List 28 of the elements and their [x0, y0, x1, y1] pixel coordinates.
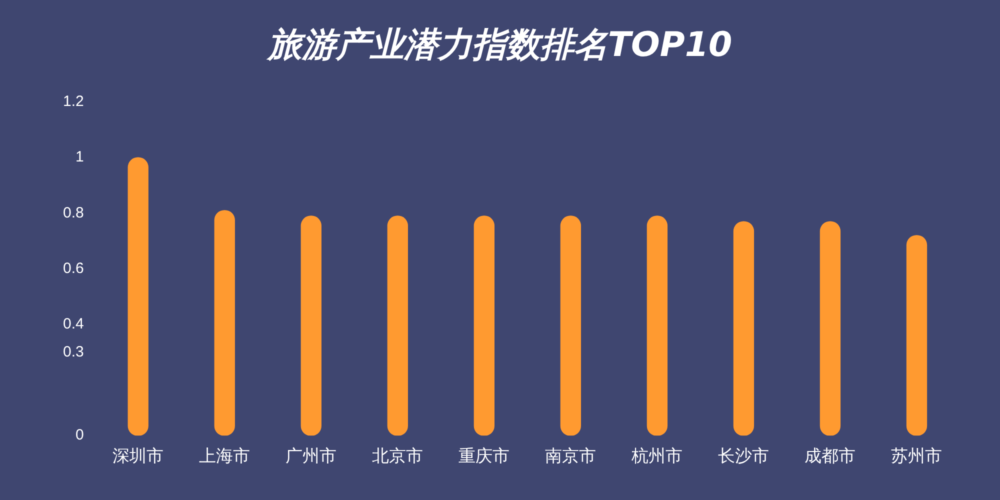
y-tick-label: 0.3	[62, 343, 84, 360]
x-tick-label: 广州市	[286, 446, 337, 466]
y-tick-label: 1.2	[62, 93, 84, 110]
chart-title: 旅游产业潜力指数排名TOP10	[266, 24, 734, 67]
bar	[820, 221, 841, 436]
bar	[300, 216, 322, 436]
bar	[214, 210, 235, 436]
x-tick-label: 上海市	[199, 446, 250, 466]
bar	[474, 216, 494, 436]
bar	[733, 221, 754, 436]
x-tick-label: 南京市	[545, 446, 596, 466]
x-tick-label: 杭州市	[630, 446, 683, 466]
bar	[128, 157, 148, 436]
y-tick-label: 0	[76, 426, 84, 444]
x-tick-label: 北京市	[372, 446, 424, 466]
bar	[560, 216, 582, 436]
y-tick-label: 0.4	[62, 316, 84, 333]
x-tick-label: 成都市	[804, 446, 856, 466]
y-tick-label: 1	[76, 148, 84, 166]
y-tick-label: 0.8	[62, 204, 84, 222]
x-tick-label: 长沙市	[718, 446, 770, 466]
x-tick-label: 重庆市	[458, 446, 510, 466]
bar	[906, 235, 928, 436]
x-tick-label: 深圳市	[112, 446, 164, 466]
bar	[646, 216, 668, 436]
x-tick-label: 苏州市	[891, 446, 942, 466]
bar	[387, 216, 408, 436]
y-tick-label: 0.6	[62, 260, 84, 277]
